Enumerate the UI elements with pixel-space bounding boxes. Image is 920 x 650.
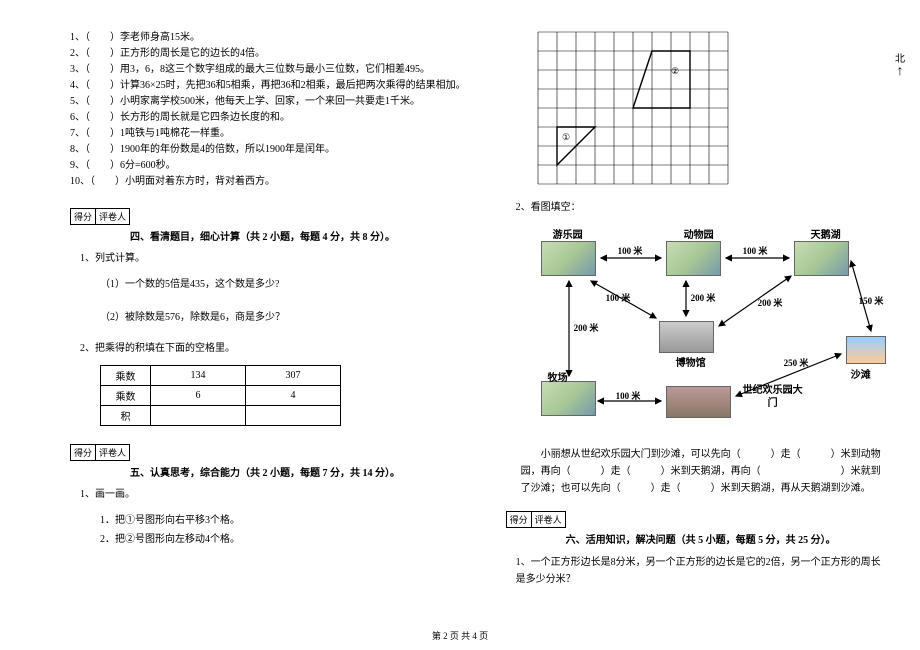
map-diagram: 游乐园 动物园 天鹅湖 牧场 博物馆 世纪欢乐园大 门 沙滩 bbox=[536, 226, 886, 436]
score-box-6: 得分评卷人 bbox=[506, 511, 566, 528]
section-6-title: 六、活用知识，解决问题（共 5 小题，每题 5 分，共 25 分）。 bbox=[506, 531, 886, 546]
q6-1: 1、一个正方形边长是8分米，另一个正方形的边长是它的2倍，另一个正方形的周长是多… bbox=[516, 554, 886, 588]
svg-text:②: ② bbox=[671, 66, 679, 76]
q4-1-2: （2）被除数是576，除数是6，商是多少？ bbox=[100, 308, 466, 323]
q2-map: 2、看图填空： bbox=[516, 200, 886, 216]
q5-1: 1、画一画。 bbox=[80, 487, 466, 503]
multiplication-table: 乘数134307乘数64积 bbox=[100, 365, 341, 426]
q4-2: 2、把乘得的积填在下面的空格里。 bbox=[80, 341, 466, 357]
grid-shapes: ②① bbox=[536, 30, 736, 185]
q4-1: 1、列式计算。 bbox=[80, 251, 466, 267]
img-beach bbox=[846, 336, 886, 364]
page-footer: 第 2 页 共 4 页 bbox=[0, 629, 920, 642]
score-box-4: 得分评卷人 bbox=[70, 208, 130, 225]
q5-1-2: 2．把②号图形向左移动4个格。 bbox=[100, 530, 466, 545]
svg-text:①: ① bbox=[562, 132, 570, 142]
img-amuse bbox=[541, 241, 596, 276]
q5-1-1: 1．把①号图形向右平移3个格。 bbox=[100, 511, 466, 526]
section-4-title: 四、看清题目，细心计算（共 2 小题，每题 4 分，共 8 分）。 bbox=[70, 228, 466, 243]
img-swan bbox=[794, 241, 849, 276]
true-false-questions: 1、（ ）李老师身高15米。2、（ ）正方形的周长是它的边长的4倍。3、（ ）用… bbox=[70, 30, 466, 190]
img-zoo bbox=[666, 241, 721, 276]
img-museum bbox=[659, 321, 714, 353]
map-fill-text: 小丽想从世纪欢乐园大门到沙滩，可以先向（ ）走（ ）米到动物园，再向（ ）走（ … bbox=[521, 446, 886, 497]
img-farm bbox=[541, 381, 596, 416]
north-indicator: 北↑ bbox=[895, 50, 905, 79]
section-5-title: 五、认真思考，综合能力（共 2 小题，每题 7 分，共 14 分）。 bbox=[70, 464, 466, 479]
score-box-5: 得分评卷人 bbox=[70, 444, 130, 461]
q4-1-1: （1）一个数的5倍是435，这个数是多少? bbox=[100, 275, 466, 290]
img-gate bbox=[666, 386, 731, 418]
